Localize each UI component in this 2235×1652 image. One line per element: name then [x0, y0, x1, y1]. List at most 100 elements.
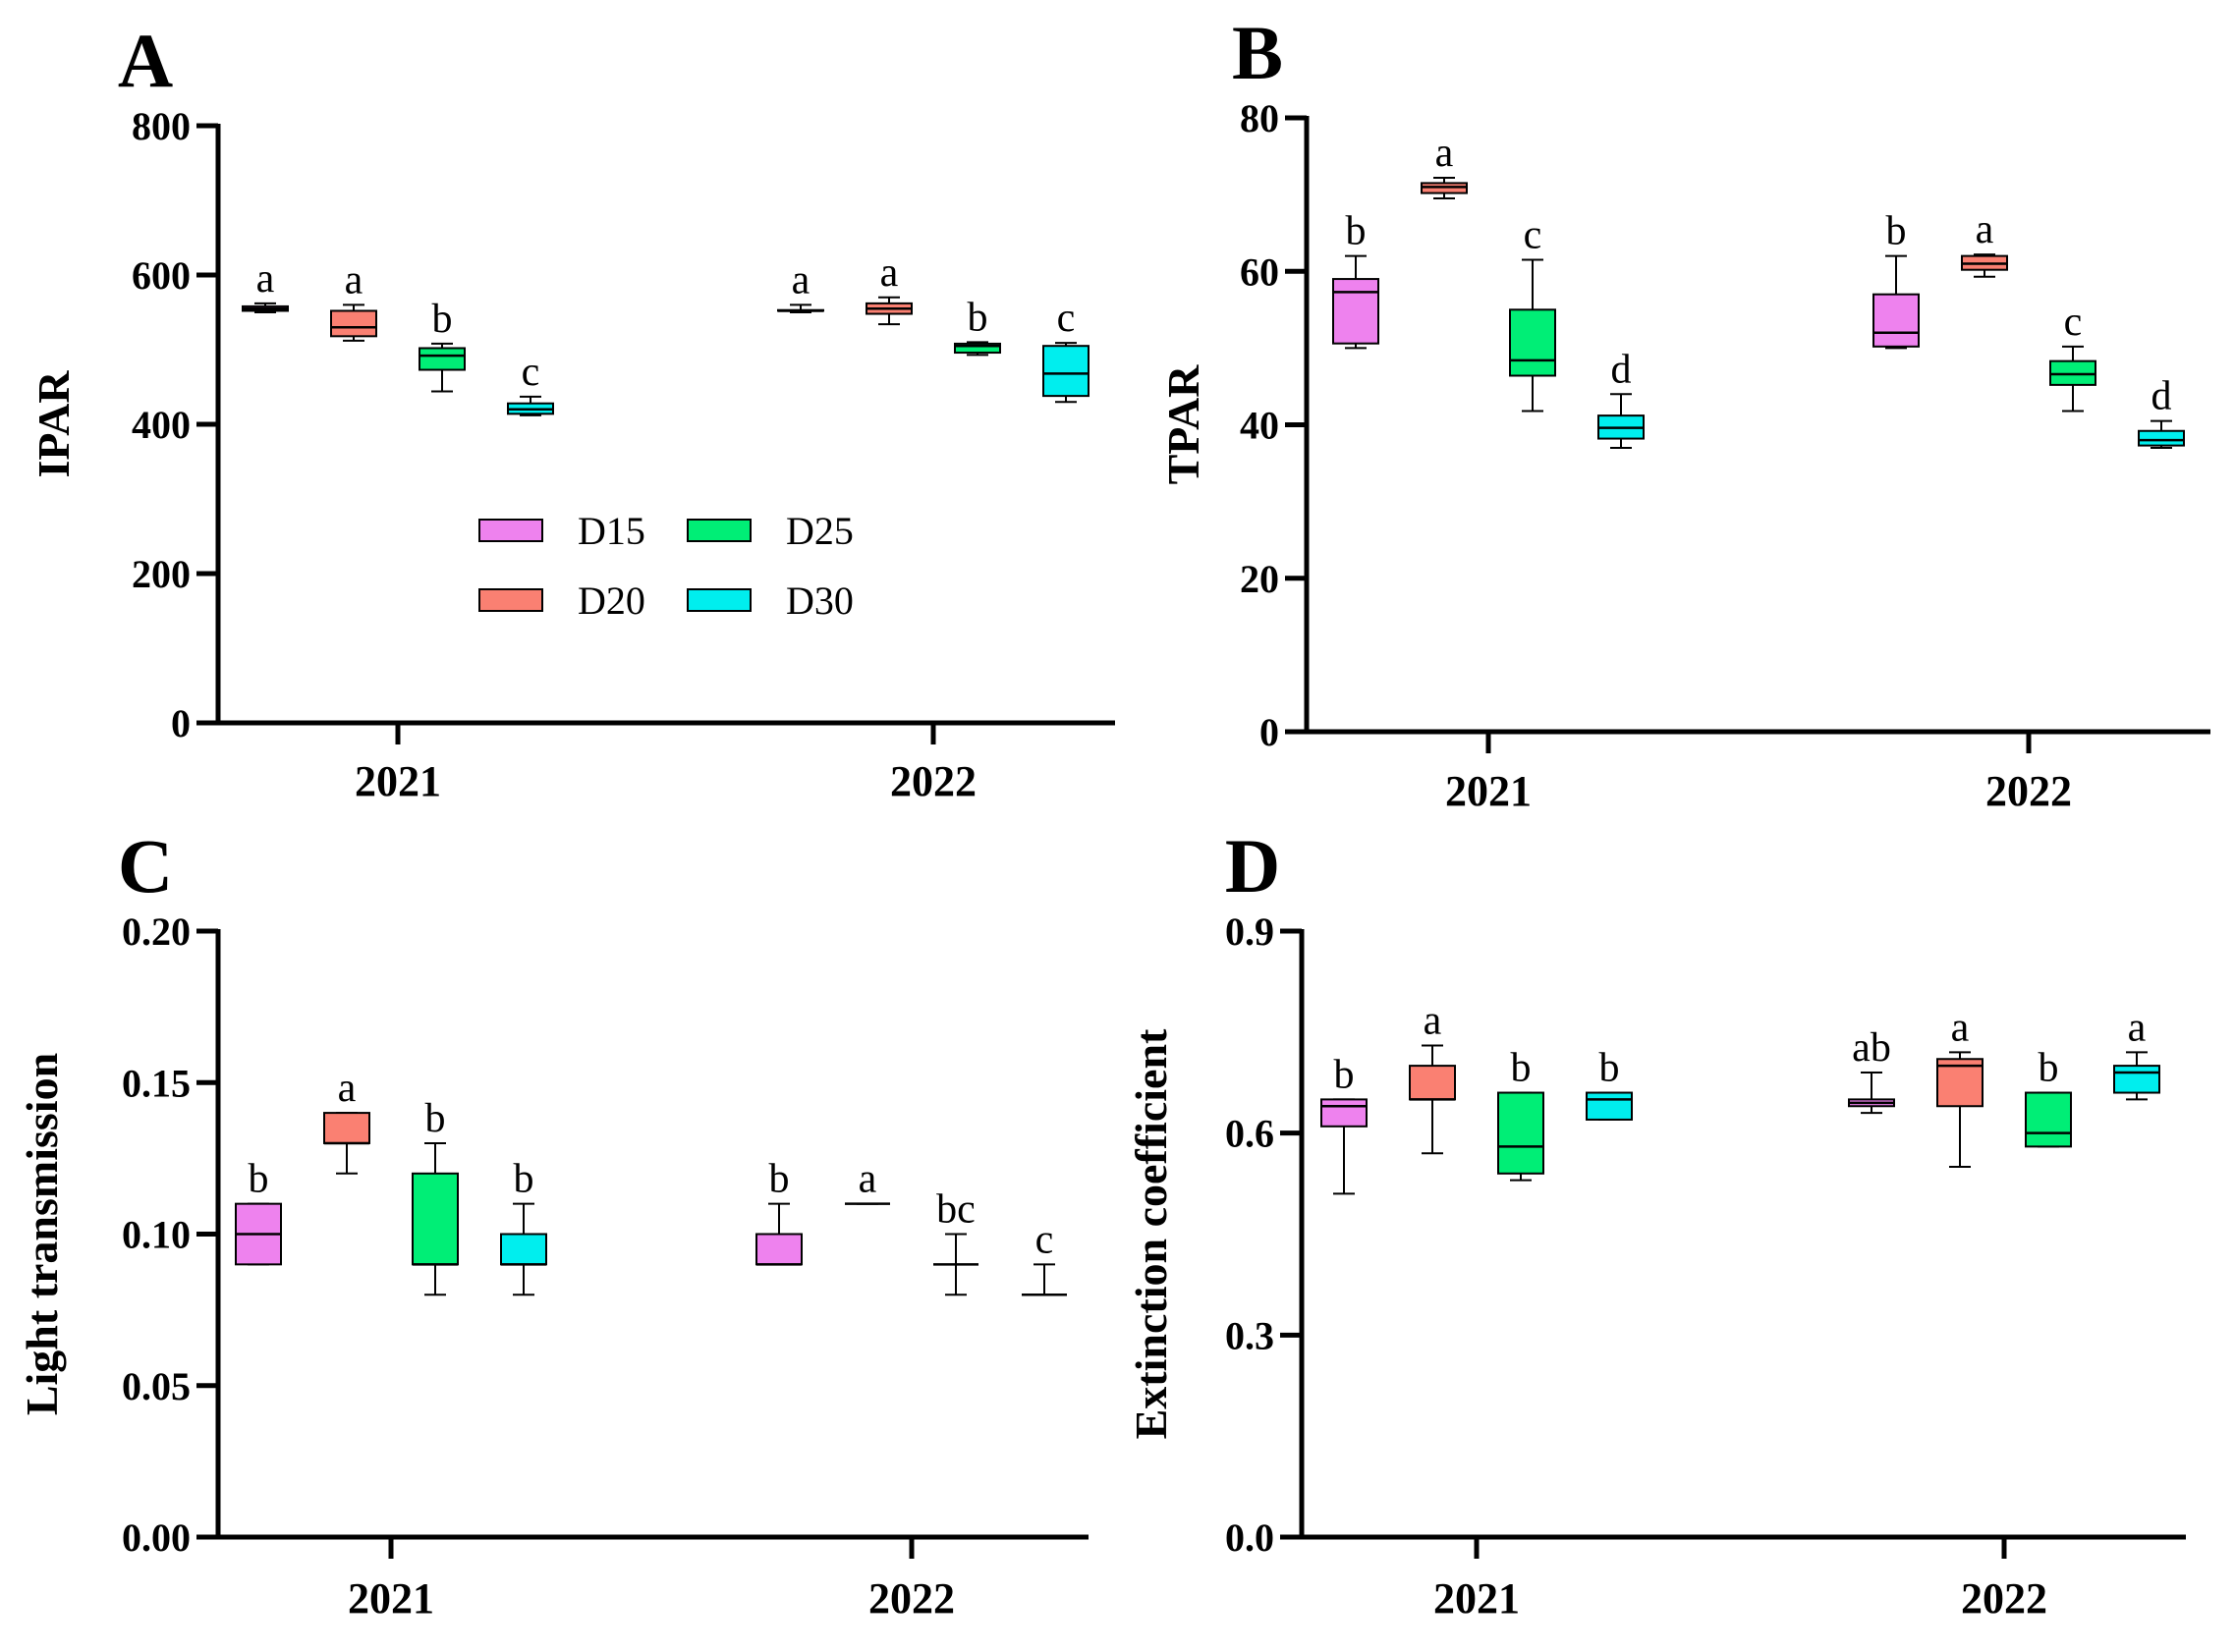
box-iqr: [1320, 1098, 1368, 1128]
box-D20-2022: a: [1936, 1005, 1984, 1168]
box-iqr: [1586, 1091, 1633, 1121]
significance-label: c: [1057, 296, 1076, 341]
y-tick-label: 0.10: [122, 1213, 191, 1257]
x-tick-label: 2021: [348, 1574, 434, 1623]
y-tick-label: 0.20: [122, 909, 191, 954]
y-axis-title: IPAR: [28, 370, 79, 478]
box-D15-2022: ab: [1848, 1025, 1895, 1115]
x-tick-label: 2022: [890, 757, 977, 805]
box-D15-2021: b: [1332, 209, 1379, 350]
legend-item-D25: D25: [687, 509, 854, 553]
y-tick-label: 20: [1240, 557, 1279, 601]
x-tick-label: 2021: [355, 757, 441, 805]
y-tick-label: 400: [132, 403, 191, 447]
box-D20-2021: a: [323, 1066, 370, 1175]
box-iqr: [755, 1233, 803, 1266]
box-iqr: [2138, 429, 2185, 447]
significance-label: c: [2064, 300, 2083, 345]
box-iqr: [1409, 1065, 1456, 1101]
box-iqr: [954, 342, 1001, 355]
significance-label: c: [1524, 213, 1542, 258]
box-D20-2021: a: [1421, 131, 1468, 200]
legend-item-D15: D15: [478, 509, 645, 553]
x-tick-label: 2021: [1445, 767, 1532, 815]
y-tick-label: 0: [1259, 710, 1279, 754]
significance-label: b: [514, 1157, 534, 1202]
box-D25-2022: bc: [933, 1187, 978, 1296]
box-D30-2021: b: [500, 1157, 547, 1296]
box-D30-2022: a: [2113, 1005, 2160, 1101]
significance-label: b: [2039, 1046, 2059, 1091]
panel-label-D: D: [1225, 823, 1280, 909]
legend-label: D15: [578, 509, 645, 553]
significance-label: b: [425, 1096, 446, 1141]
box-D20-2022: a: [845, 1157, 890, 1205]
box-D30-2022: c: [1022, 1217, 1067, 1296]
panel-label-A: A: [118, 18, 173, 103]
significance-label: b: [1346, 209, 1367, 254]
box-iqr: [330, 309, 377, 338]
box-D30-2021: c: [507, 350, 554, 416]
significance-label: a: [1435, 131, 1454, 176]
box-D25-2021: b: [1497, 1046, 1544, 1182]
box-D30-2021: d: [1597, 347, 1645, 449]
y-tick-label: 0.6: [1225, 1112, 1274, 1156]
significance-label: ab: [1852, 1025, 1891, 1071]
y-axis-title: TPAR: [1158, 364, 1208, 485]
box-D25-2022: b: [2025, 1046, 2072, 1148]
box-D15-2022: b: [1872, 209, 1920, 350]
legend-swatch: [478, 519, 543, 542]
significance-label: b: [1886, 209, 1907, 254]
box-iqr: [1332, 278, 1379, 345]
y-tick-label: 40: [1240, 404, 1279, 448]
y-tick-label: 0.3: [1225, 1313, 1274, 1357]
significance-label: b: [1334, 1052, 1355, 1097]
significance-label: a: [338, 1066, 357, 1111]
y-tick-label: 0.05: [122, 1364, 191, 1408]
box-iqr: [419, 347, 466, 371]
legend: D15 D20 D25 D30: [478, 509, 854, 623]
box-D15-2021: b: [235, 1157, 282, 1266]
box-D15-2022: a: [777, 257, 824, 313]
box-iqr: [500, 1233, 547, 1266]
box-iqr: [1509, 308, 1556, 377]
significance-label: b: [432, 297, 453, 342]
significance-label: b: [968, 295, 988, 340]
significance-label: c: [1035, 1217, 1054, 1262]
box-D20-2022: a: [866, 250, 913, 326]
y-axis-title: Extinction coefficient: [1126, 1028, 1176, 1439]
y-tick-label: 0: [171, 701, 191, 745]
x-tick-label: 2022: [1961, 1574, 2047, 1623]
legend-label: D30: [786, 578, 854, 623]
x-tick-label: 2022: [1985, 767, 2072, 815]
panel-B: B 0 20 40 60 80 TPAR 2021 2022 b a c d b a c d: [1158, 10, 2210, 815]
box-iqr: [2025, 1091, 2072, 1148]
significance-label: a: [1424, 999, 1442, 1044]
significance-label: c: [522, 350, 540, 395]
x-tick-label: 2022: [868, 1574, 955, 1623]
significance-label: a: [1976, 207, 1994, 252]
box-iqr: [412, 1172, 459, 1266]
panel-label-B: B: [1232, 10, 1283, 95]
significance-label: b: [1599, 1046, 1620, 1091]
box-D25-2021: c: [1509, 213, 1556, 413]
significance-label: d: [2151, 374, 2172, 419]
y-tick-label: 0.9: [1225, 909, 1274, 954]
box-D25-2021: b: [419, 297, 466, 393]
y-axis-title: Light transmission: [17, 1053, 67, 1415]
box-D25-2022: b: [954, 295, 1001, 357]
legend-item-D20: D20: [478, 578, 645, 623]
box-D20-2022: a: [1961, 207, 2008, 278]
significance-label: b: [769, 1157, 790, 1202]
significance-label: a: [792, 257, 810, 303]
box-iqr: [1872, 293, 1920, 348]
legend-label: D20: [578, 578, 645, 623]
y-tick-label: 600: [132, 253, 191, 298]
panel-label-C: C: [118, 823, 173, 909]
legend-item-D30: D30: [687, 578, 854, 623]
y-tick-label: 0.0: [1225, 1515, 1274, 1560]
y-tick-label: 800: [132, 104, 191, 148]
y-tick-label: 0.15: [122, 1061, 191, 1105]
y-tick-label: 0.00: [122, 1515, 191, 1560]
panel-A: A 0 200 400 600 800 IPAR 2021 2022 a a b c a a b c: [28, 18, 1115, 805]
